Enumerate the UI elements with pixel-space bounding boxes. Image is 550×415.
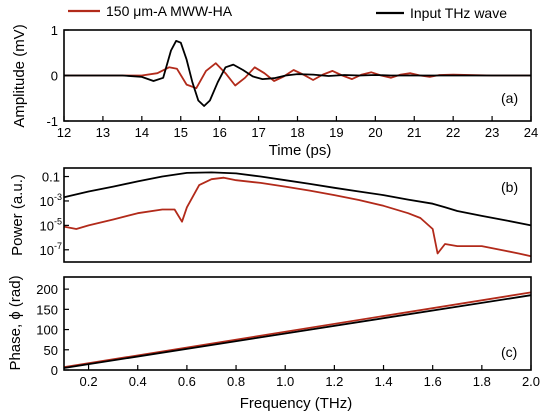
panel-a-xtick-label: 15: [174, 125, 188, 140]
panel-c-ytick-label: 150: [36, 302, 58, 317]
panel-a-series-reference: [64, 40, 531, 107]
panel-a-xtick-label: 20: [368, 125, 382, 140]
panel-c-xtick-label: 0.4: [129, 374, 147, 389]
panel-a-xtick-label: 13: [96, 125, 110, 140]
panel-b-frame: [63, 167, 532, 263]
panel-c-xtick-label: 1.2: [325, 374, 343, 389]
panel-b-ytick-label: 10-7: [40, 241, 62, 258]
panel-b-ylabel: Power (a.u.): [9, 174, 26, 256]
panel-a-xtick-label: 16: [212, 125, 226, 140]
panel-a-xtick-label: 18: [290, 125, 304, 140]
panel-b-series-reference: [63, 171, 532, 227]
panel-a-ytick-label: -1: [46, 114, 58, 129]
legend: 150 μm-A MWW-HA Input THz wave: [68, 3, 507, 21]
panel-c-xtick-label: 0.8: [227, 374, 245, 389]
panel-c-phase: 0.2 0.4 0.6 0.8 1.0 1.2 1.4 1.6 1.8 2.0 0 50 100 150 2…: [7, 275, 540, 412]
panel-a-ylabel: Amplitude (mV): [11, 24, 28, 127]
panel-b-power-spectrum: 0.1 10-3 10-5 10-7 (b) Power (a.u.): [9, 167, 532, 263]
panel-a-xtick-label: 22: [446, 125, 460, 140]
panel-c-ytick-label: 50: [44, 343, 58, 358]
panel-c-xtick-label: 1.6: [424, 374, 442, 389]
legend-label-reference: Input THz wave: [410, 5, 507, 21]
panel-a-ytick-label: 0: [51, 69, 58, 84]
panel-a-xtick-label: 19: [329, 125, 343, 140]
panel-c-xtick-label: 2.0: [522, 374, 540, 389]
panel-a-time-domain: 12 13 14 15 16 17 18 19 20 21 22 23 24 -1 0 1 (a) Time …: [11, 23, 538, 159]
panel-c-xtick-label: 1.4: [374, 374, 392, 389]
panel-c-xtick-label: 0.6: [178, 374, 196, 389]
panel-a-xlabel: Time (ps): [269, 142, 332, 159]
panel-c-xlabel: Frequency (THz): [240, 395, 353, 412]
panel-b-ytick-label: 10-5: [40, 216, 62, 233]
panel-a-xtick-label: 24: [524, 125, 538, 140]
panel-b-ytick-label: 0.1: [42, 170, 60, 185]
panel-c-series-sample: [63, 291, 532, 369]
panel-c-xtick-label: 1.0: [276, 374, 294, 389]
legend-label-sample: 150 μm-A MWW-HA: [106, 3, 233, 19]
panel-b-tag: (b): [501, 179, 518, 195]
panel-b-ytick-label: 10-3: [40, 192, 62, 209]
panel-c-tag: (c): [501, 344, 517, 360]
panel-c-ytick-label: 100: [36, 323, 58, 338]
panel-c-ytick-label: 0: [51, 363, 58, 378]
panel-a-xtick-label: 14: [135, 125, 149, 140]
panel-a-tag: (a): [501, 90, 518, 106]
panel-a-xtick-label: 17: [251, 125, 265, 140]
panel-a-frame: [63, 29, 532, 122]
panel-a-xtick-label: 23: [485, 125, 499, 140]
panel-c-series-reference: [63, 294, 532, 369]
panel-c-xtick-label: 1.8: [473, 374, 491, 389]
panel-c-xtick-label: 0.2: [80, 374, 98, 389]
panel-b-series-sample: [63, 176, 532, 258]
panel-c-ylabel: Phase, ϕ (rad): [7, 275, 24, 370]
panel-c-frame: [63, 276, 532, 371]
panel-a-xtick-label: 12: [57, 125, 71, 140]
panel-a-xtick-label: 21: [407, 125, 421, 140]
panel-a-ytick-label: 1: [51, 23, 58, 38]
panel-c-ytick-label: 200: [36, 282, 58, 297]
